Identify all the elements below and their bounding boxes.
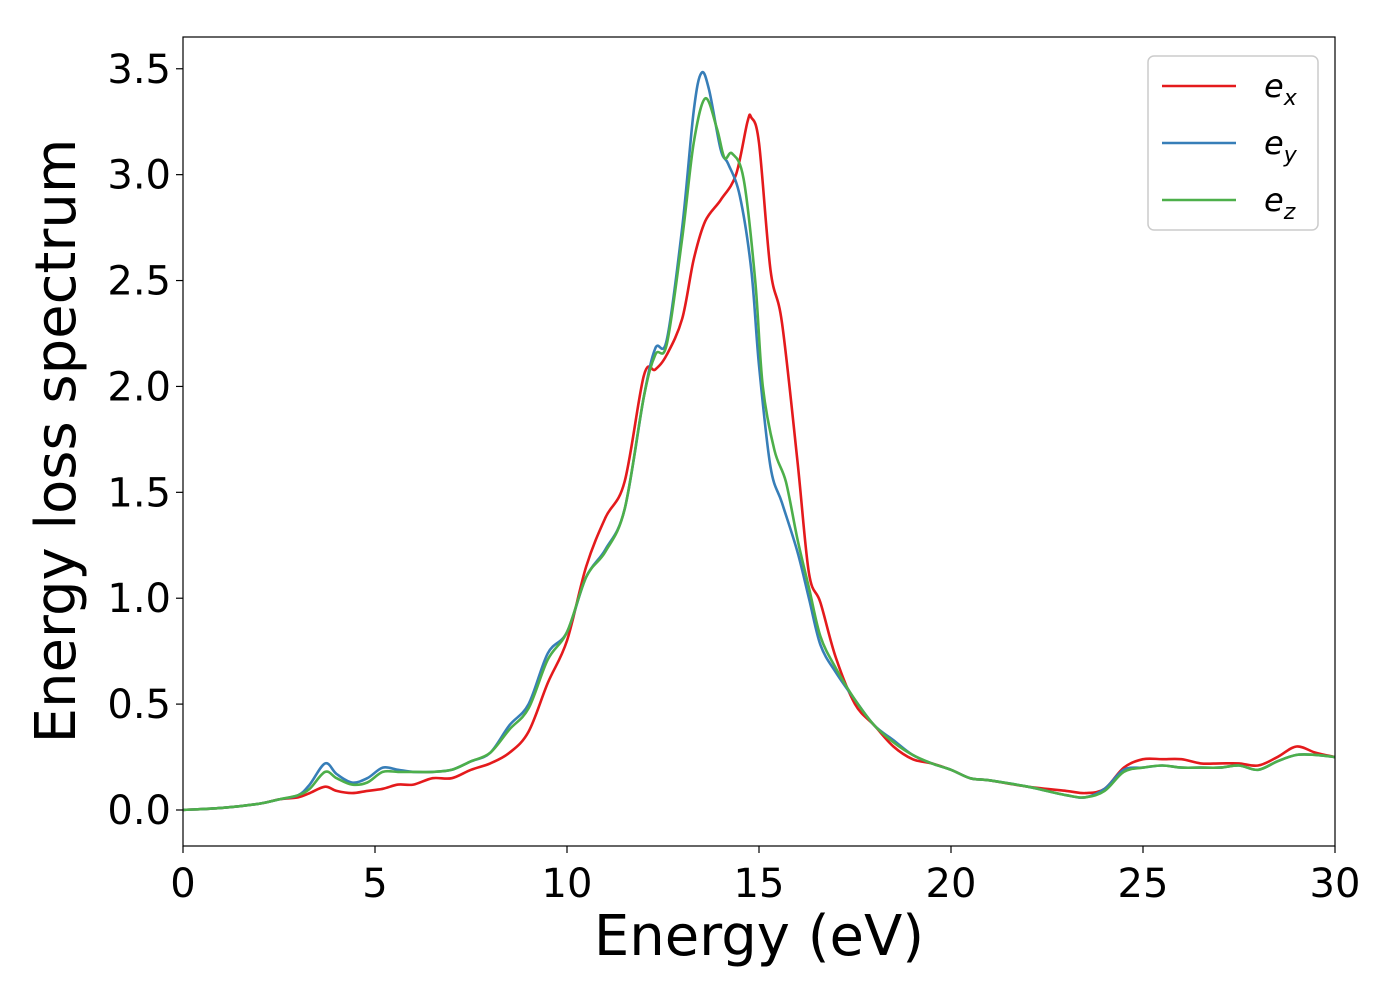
y-tick-label: 1.0: [107, 576, 171, 622]
y-tick-label: 2.0: [107, 364, 171, 410]
series-line-z: [182, 97, 1336, 812]
x-tick-label: 5: [362, 861, 387, 907]
y-tick-label: 3.0: [107, 153, 171, 199]
x-tick-label: 25: [1118, 861, 1169, 907]
legend-label-y: ey: [1264, 124, 1298, 168]
plot-area: [183, 37, 1335, 846]
y-tick-label: 3.5: [107, 47, 171, 93]
x-tick-label: 30: [1310, 861, 1361, 907]
x-tick-label: 15: [734, 861, 785, 907]
y-axis: 0.0 0.5 1.0 1.5 2.0 2.5 3.0 3.5: [107, 47, 183, 834]
series-line-y: [182, 70, 1336, 812]
series-layer: [182, 70, 1336, 812]
y-tick-label: 0.0: [107, 788, 171, 834]
x-tick-label: 0: [170, 861, 195, 907]
x-tick-label: 20: [926, 861, 977, 907]
legend-label-z: ez: [1264, 181, 1296, 225]
y-tick-label: 2.5: [107, 259, 171, 305]
x-axis-title: Energy (eV): [594, 904, 924, 969]
y-axis-title: Energy loss spectrum: [24, 139, 89, 744]
y-tick-label: 1.5: [107, 470, 171, 516]
legend-label-x: ex: [1264, 67, 1298, 111]
x-tick-label: 10: [542, 861, 593, 907]
x-axis: 0 5 10 15 20 25 30: [170, 846, 1360, 907]
y-tick-label: 0.5: [107, 682, 171, 728]
legend: ex ey ez: [1147, 55, 1319, 231]
series-line-x: [182, 113, 1336, 812]
